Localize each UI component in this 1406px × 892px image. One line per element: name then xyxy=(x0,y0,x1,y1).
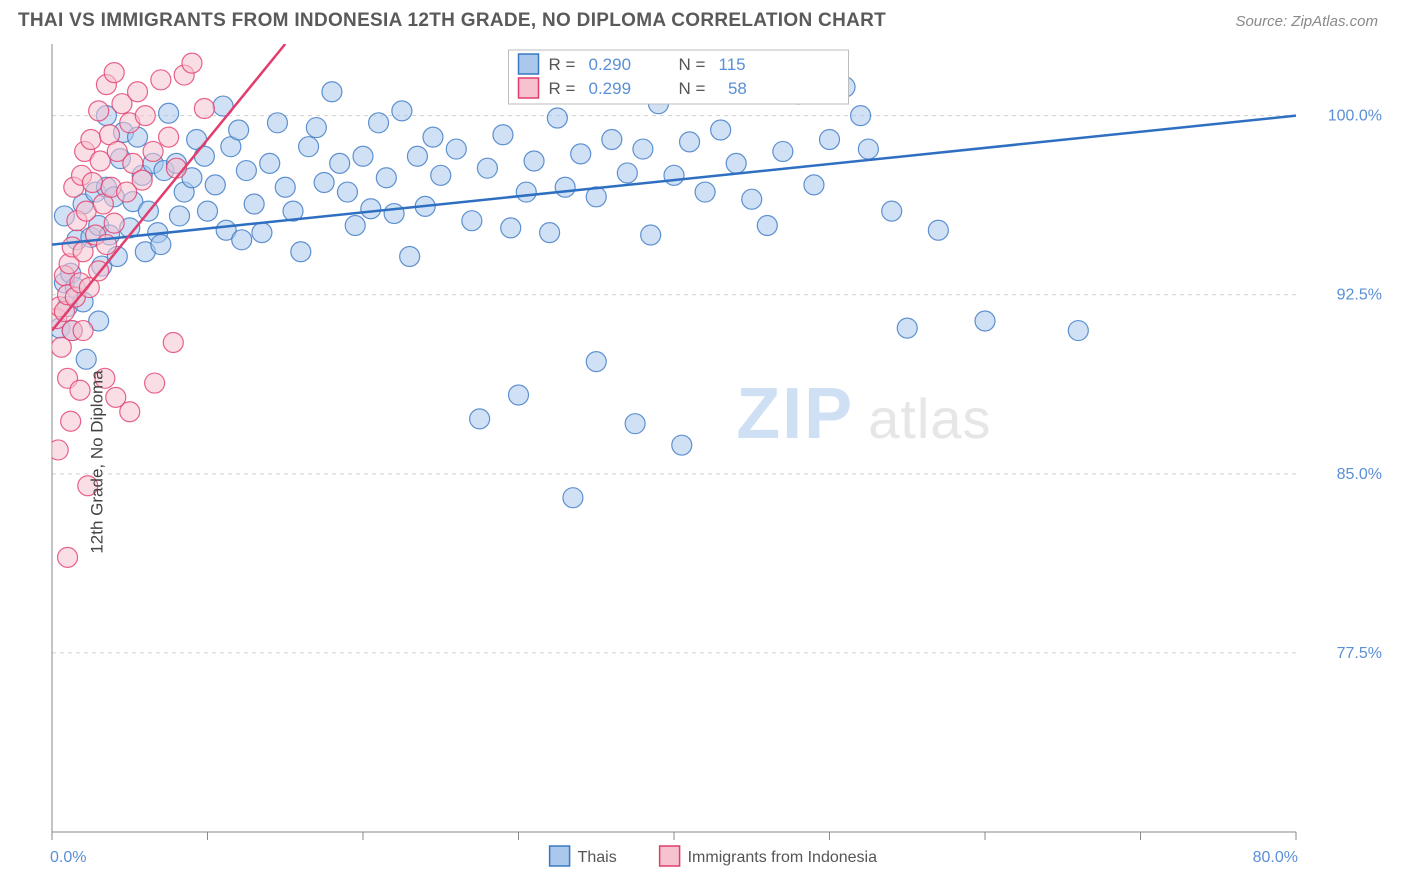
svg-text:0.299: 0.299 xyxy=(589,79,632,98)
svg-text:Thais: Thais xyxy=(578,849,617,866)
svg-text:100.0%: 100.0% xyxy=(1328,108,1382,125)
svg-text:R =: R = xyxy=(549,55,576,74)
scatter-chart: 77.5% 85.0% 92.5% 100.0% ZIPatlas 0.0% 80.0% R … xyxy=(0,36,1406,888)
svg-text:0.290: 0.290 xyxy=(589,55,632,74)
y-axis-label: 12th Grade, No Diploma xyxy=(88,370,108,553)
svg-text:R =: R = xyxy=(549,79,576,98)
svg-text:58: 58 xyxy=(719,79,747,98)
svg-text:85.0%: 85.0% xyxy=(1337,466,1382,483)
svg-text:Immigrants from Indonesia: Immigrants from Indonesia xyxy=(688,849,878,866)
svg-text:92.5%: 92.5% xyxy=(1337,287,1382,304)
chart-title: THAI VS IMMIGRANTS FROM INDONESIA 12TH G… xyxy=(18,10,886,32)
svg-text:atlas: atlas xyxy=(868,387,991,450)
svg-text:77.5%: 77.5% xyxy=(1337,645,1382,662)
svg-text:0.0%: 0.0% xyxy=(50,849,86,866)
source-attribution: Source: ZipAtlas.com xyxy=(1235,13,1378,30)
svg-text:N =: N = xyxy=(679,55,706,74)
svg-text:N =: N = xyxy=(679,79,706,98)
svg-text:80.0%: 80.0% xyxy=(1253,849,1298,866)
svg-text:ZIP: ZIP xyxy=(736,374,854,454)
svg-text:115: 115 xyxy=(719,55,746,74)
